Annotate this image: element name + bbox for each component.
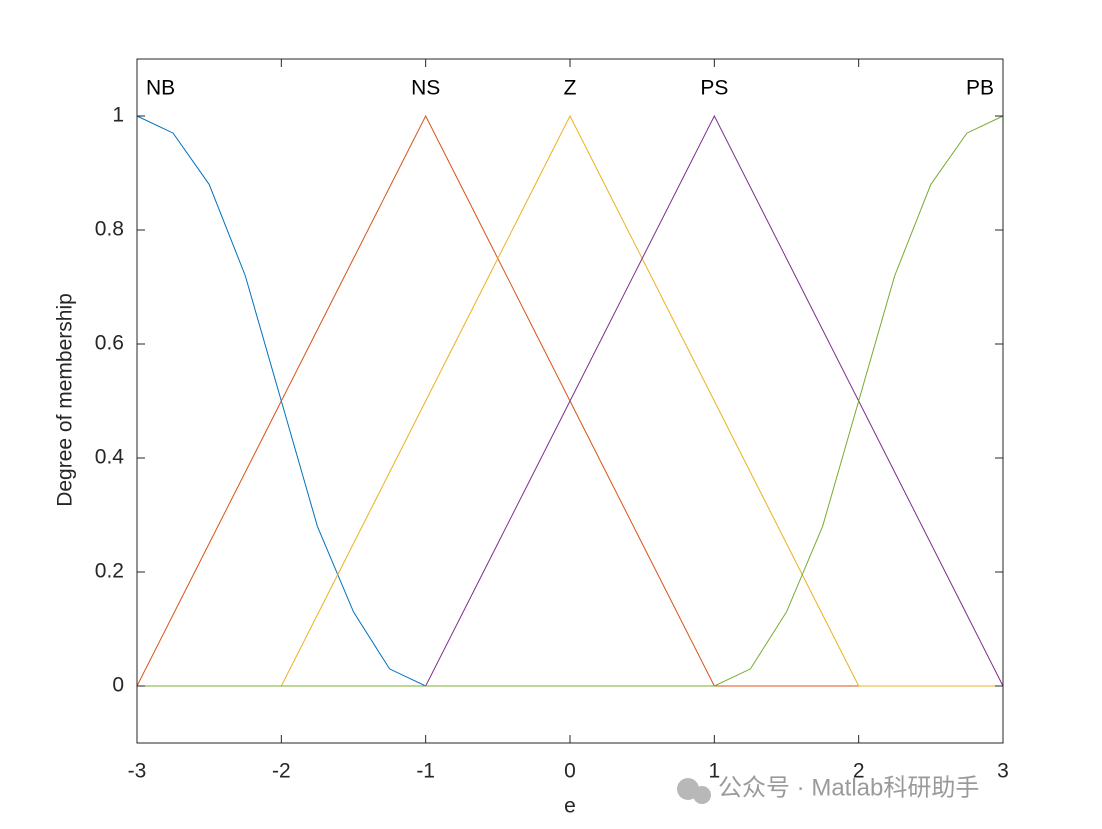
watermark-icon bbox=[693, 786, 711, 804]
y-tick-label: 0.6 bbox=[95, 332, 124, 355]
x-tick-label: 1 bbox=[708, 760, 720, 783]
x-tick-label: 3 bbox=[997, 760, 1009, 783]
x-tick-label: -2 bbox=[272, 760, 291, 783]
series-label: PS bbox=[700, 77, 728, 100]
y-tick-label: 1 bbox=[112, 104, 124, 127]
y-tick-label: 0.4 bbox=[95, 446, 125, 469]
series-label: NB bbox=[146, 77, 175, 100]
y-tick-label: 0.2 bbox=[95, 560, 124, 583]
x-tick-label: -1 bbox=[416, 760, 435, 783]
series-label: NS bbox=[411, 77, 440, 100]
series-line bbox=[137, 115, 1004, 687]
series-label: Z bbox=[564, 77, 577, 100]
y-tick-label: 0.8 bbox=[95, 218, 124, 241]
y-axis-label: Degree of membership bbox=[54, 293, 77, 507]
x-tick-label: 2 bbox=[853, 760, 865, 783]
watermark: 公众号 · Matlab科研助手 bbox=[677, 774, 979, 804]
x-tick-label: -3 bbox=[128, 760, 147, 783]
x-tick-label: 0 bbox=[564, 760, 576, 783]
x-axis-label: e bbox=[564, 795, 576, 818]
y-tick-label: 0 bbox=[112, 674, 124, 697]
series-label: PB bbox=[966, 77, 994, 100]
watermark-text: 公众号 · Matlab科研助手 bbox=[718, 774, 979, 801]
